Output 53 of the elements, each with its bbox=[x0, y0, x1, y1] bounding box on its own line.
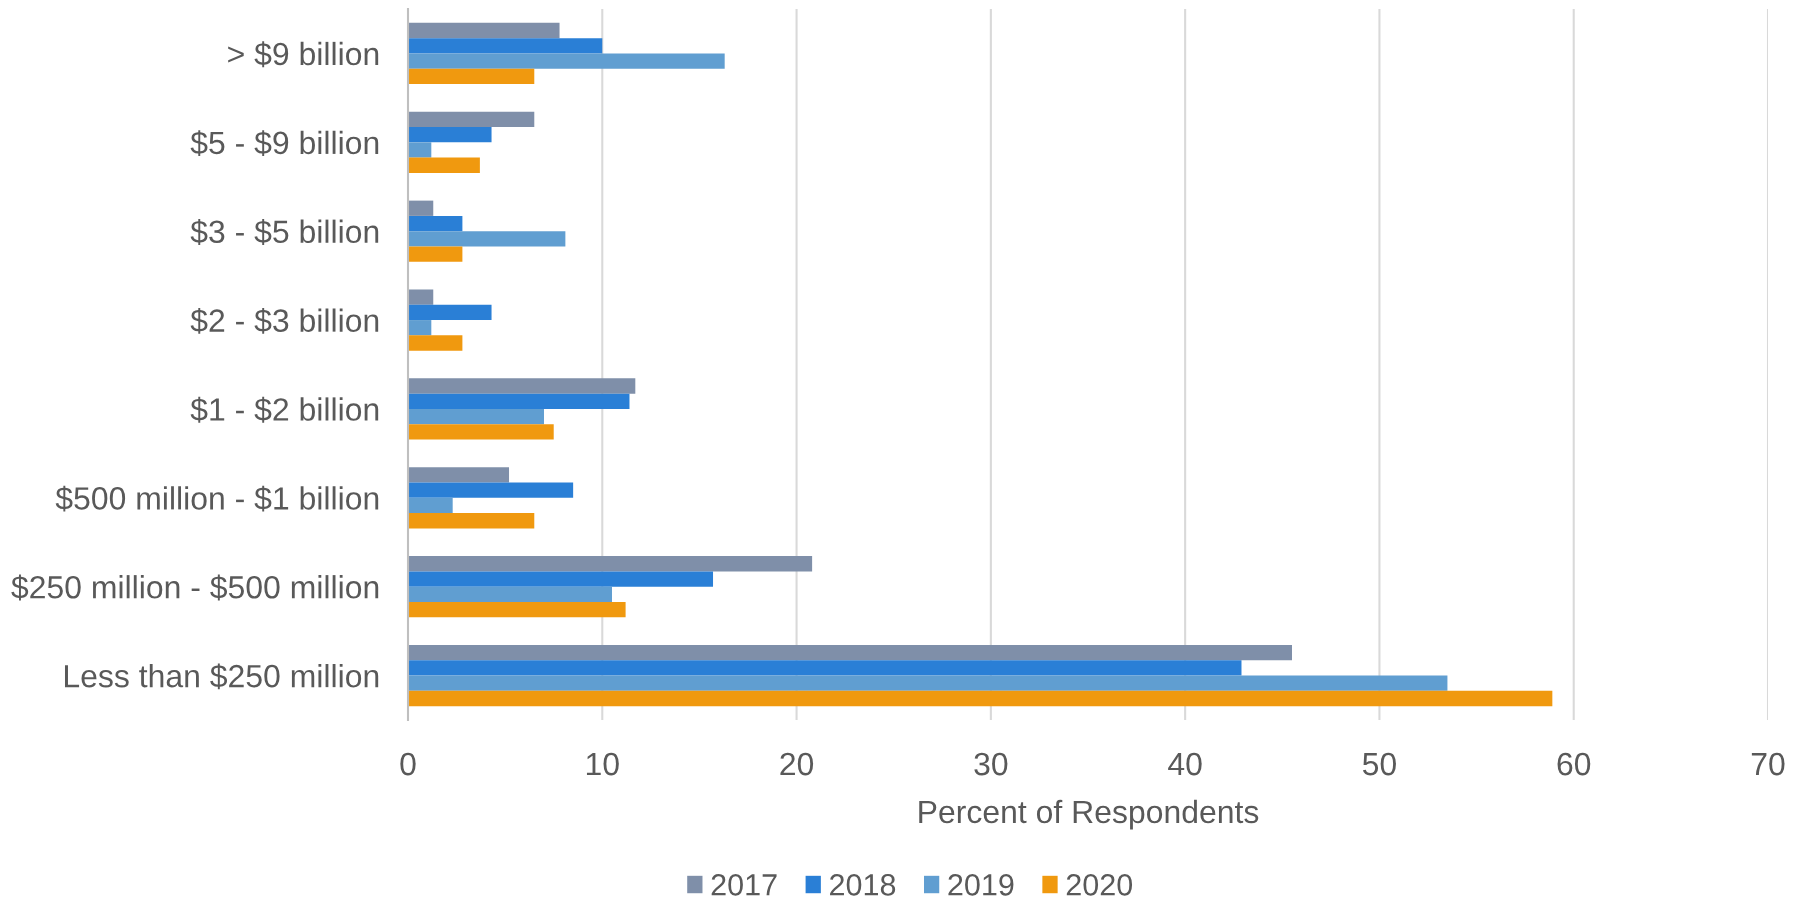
bar bbox=[408, 335, 463, 351]
bar bbox=[408, 378, 636, 394]
x-axis-title: Percent of Respondents bbox=[919, 799, 1259, 830]
legend-label: 2020 bbox=[1066, 874, 1133, 896]
x-tick-label: 20 bbox=[780, 752, 814, 776]
x-tick-label: 10 bbox=[586, 752, 619, 776]
bar bbox=[408, 68, 535, 85]
x-tick-label: 30 bbox=[974, 752, 1008, 776]
bar bbox=[408, 304, 492, 321]
y-tick-label: $3 - $5 billion bbox=[190, 219, 379, 245]
bar bbox=[408, 320, 432, 336]
bar bbox=[408, 482, 574, 498]
bar bbox=[408, 142, 432, 158]
bar bbox=[408, 497, 453, 514]
bar bbox=[408, 22, 560, 39]
bar bbox=[408, 467, 510, 483]
bar bbox=[408, 246, 463, 262]
y-tick-label: $250 million - $500 million bbox=[11, 574, 379, 601]
bar bbox=[408, 231, 566, 247]
legend-label: 2018 bbox=[830, 874, 896, 896]
x-tick-label: 50 bbox=[1362, 752, 1396, 776]
bar bbox=[408, 38, 603, 54]
y-tick-label: $2 - $3 billion bbox=[190, 307, 379, 334]
bar bbox=[408, 127, 492, 143]
y-tick-label: Less than $250 million bbox=[65, 663, 379, 690]
bar bbox=[408, 660, 1242, 676]
y-tick-label: $500 million - $1 billion bbox=[55, 485, 379, 512]
bar bbox=[408, 675, 1448, 691]
x-tick-label: 60 bbox=[1557, 752, 1591, 776]
y-tick-label: $1 - $2 billion bbox=[190, 396, 379, 423]
bar bbox=[408, 53, 725, 69]
y-tick-label: > $9 billion bbox=[228, 41, 379, 68]
bar bbox=[408, 513, 535, 529]
bar bbox=[408, 556, 813, 572]
legend-label: 2019 bbox=[948, 874, 1014, 896]
legend-label: 2017 bbox=[711, 874, 777, 896]
x-tick-label: 0 bbox=[400, 752, 416, 776]
bar bbox=[408, 601, 626, 618]
bar bbox=[408, 289, 434, 305]
bar bbox=[408, 424, 554, 440]
bar bbox=[408, 215, 463, 232]
bar bbox=[408, 571, 714, 587]
x-tick-label: 70 bbox=[1751, 752, 1785, 776]
bar bbox=[408, 586, 612, 602]
bar bbox=[408, 393, 630, 409]
bar bbox=[408, 690, 1553, 707]
x-tick-label: 40 bbox=[1168, 752, 1202, 776]
y-tick-label: $5 - $9 billion bbox=[190, 130, 379, 157]
bar bbox=[408, 111, 535, 128]
bar bbox=[408, 408, 544, 425]
bar bbox=[408, 157, 480, 173]
bar bbox=[408, 200, 434, 216]
bar bbox=[408, 644, 1292, 661]
